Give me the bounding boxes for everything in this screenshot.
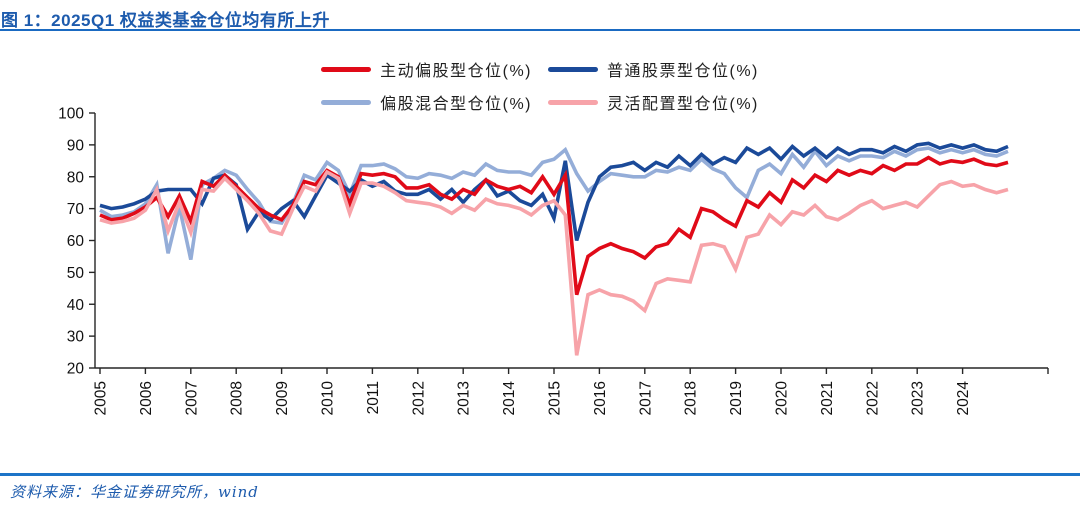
x-tick-label: 2006: [138, 381, 155, 415]
legend-item: 偏股混合型仓位(%): [321, 90, 532, 114]
x-tick-label: 2016: [592, 381, 609, 415]
footer-rule: [0, 473, 1080, 476]
chart-legend: 主动偏股型仓位(%) 普通股票型仓位(%) 偏股混合型仓位(%) 灵活配置型仓位(%): [0, 57, 1080, 114]
legend-label: 普通股票型仓位(%): [607, 63, 759, 80]
series-line: [99, 146, 1009, 260]
legend-label: 主动偏股型仓位(%): [380, 63, 532, 80]
x-tick-label: 2022: [864, 381, 881, 415]
x-tick-label: 2008: [229, 381, 246, 415]
y-tick-label: 30: [67, 329, 85, 346]
y-tick-label: 80: [67, 169, 85, 186]
x-tick-label: 2021: [819, 381, 836, 415]
x-tick-label: 2011: [365, 381, 382, 414]
x-tick-label: 2005: [93, 381, 110, 415]
series-line: [99, 169, 1009, 356]
y-tick-label: 90: [67, 137, 85, 154]
legend-item: 灵活配置型仓位(%): [548, 90, 759, 114]
x-tick-label: 2012: [410, 381, 427, 415]
x-tick-label: 2020: [774, 381, 791, 416]
legend-swatch: [548, 66, 598, 72]
x-tick-label: 2007: [183, 381, 200, 415]
source-note: 资料来源：华金证券研究所，wind: [10, 483, 259, 501]
position-line-chart: 20 30 40 50 60 70 80 90 100 2005 2006 2007 2008 2009 2…: [58, 106, 1049, 416]
x-tick-label: 2014: [501, 381, 518, 416]
legend-row: 偏股混合型仓位(%) 灵活配置型仓位(%): [321, 90, 759, 114]
y-tick-label: 60: [67, 233, 85, 250]
y-tick-label: 70: [67, 201, 85, 218]
legend-swatch: [548, 99, 598, 105]
y-tick-label: 40: [67, 297, 85, 314]
legend-row: 主动偏股型仓位(%) 普通股票型仓位(%): [321, 57, 759, 81]
legend-item: 主动偏股型仓位(%): [321, 57, 532, 81]
x-tick-label: 2024: [955, 381, 972, 416]
series-line: [99, 141, 1009, 242]
legend-swatch: [321, 66, 372, 72]
x-tick-label: 2010: [320, 381, 337, 416]
legend-label: 偏股混合型仓位(%): [380, 96, 532, 113]
title-rule: [0, 29, 1080, 31]
x-tick-label: 2015: [547, 381, 564, 415]
y-tick-label: 20: [67, 361, 85, 378]
legend-swatch: [321, 99, 372, 105]
y-tick-label: 100: [58, 106, 84, 123]
legend-label: 灵活配置型仓位(%): [607, 96, 759, 113]
y-tick-label: 50: [67, 265, 85, 282]
legend-item: 普通股票型仓位(%): [548, 57, 759, 81]
x-tick-label: 2013: [456, 381, 473, 415]
figure-title: 图 1：2025Q1 权益类基金仓位均有所上升: [1, 11, 330, 30]
x-tick-label: 2023: [910, 381, 927, 415]
series-line: [99, 155, 1009, 296]
x-tick-label: 2019: [728, 381, 745, 415]
x-tick-label: 2017: [637, 381, 654, 415]
x-tick-label: 2018: [683, 381, 700, 415]
x-tick-label: 2009: [274, 381, 291, 415]
